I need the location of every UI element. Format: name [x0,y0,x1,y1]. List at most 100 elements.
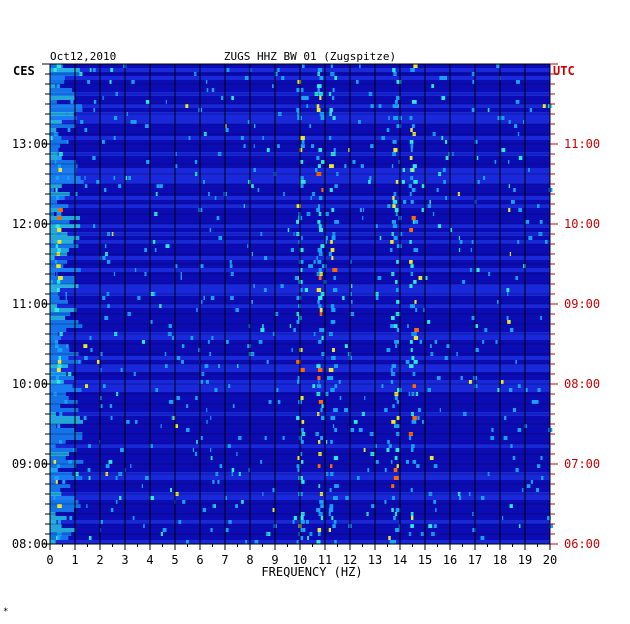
noise-speckle [418,276,423,280]
noise-speckle [390,240,394,244]
noise-speckle [458,496,462,500]
noise-speckle [238,436,242,440]
spectral-peak [331,308,336,312]
spectral-peak [57,228,62,232]
noise-speckle [101,140,105,144]
spectral-peak [396,416,400,420]
noise-speckle [348,148,350,152]
noise-speckle [484,328,488,332]
left-timezone-label: CES [13,64,35,78]
spectral-peak [300,180,306,184]
low-frequency-energy [50,220,70,224]
noise-speckle [266,360,269,364]
low-frequency-energy [50,216,81,220]
low-frequency-energy [50,268,81,272]
noise-speckle [403,200,407,204]
low-frequency-energy [50,116,77,120]
spectral-peak [296,416,301,420]
noise-speckle [350,260,352,264]
low-frequency-energy [50,336,62,340]
noise-speckle [515,80,520,84]
noise-speckle [217,480,220,484]
spectral-peak [329,488,332,492]
right-time-axis: 11:00 10:00 09:00 08:00 07:00 06:00 [550,63,600,551]
spectral-peak [55,224,60,228]
noise-speckle [225,528,229,532]
noise-speckle [50,280,53,284]
noise-speckle [419,340,423,344]
low-frequency-energy [50,320,79,324]
noise-speckle [196,440,198,444]
noise-speckle [100,520,103,524]
noise-speckle [494,160,497,164]
noise-speckle [497,300,499,304]
noise-speckle [496,64,500,68]
spectral-peak [396,400,399,404]
noise-speckle [423,308,426,312]
noise-speckle [317,156,320,160]
noise-speckle [174,424,179,428]
noise-speckle [102,384,106,388]
low-frequency-energy [50,256,55,260]
noise-speckle [364,396,366,400]
spectral-peak [53,460,57,464]
noise-speckle [102,256,106,260]
noise-speckle [514,124,518,128]
noise-speckle [368,180,371,184]
noise-speckle [96,360,101,364]
spectral-peak [409,116,413,120]
spectral-peak [299,148,303,152]
spectral-peak [300,136,305,140]
noise-speckle [334,428,338,432]
noise-speckle [363,208,365,212]
spectral-peak [330,64,333,68]
noise-speckle [214,504,216,508]
noise-speckle [290,248,294,252]
spectral-peak [395,288,399,292]
noise-speckle [443,180,446,184]
spectral-peak [333,456,339,460]
spectral-peak [330,240,333,244]
spectral-peak [53,68,57,72]
spectral-peak [411,216,416,220]
spectral-peak [413,280,417,284]
spectral-peak [414,300,417,304]
spectral-peak [412,220,416,224]
low-frequency-energy [50,128,57,132]
spectral-peak [329,188,333,192]
noise-speckle [272,488,275,492]
noise-speckle [421,184,425,188]
noise-speckle [394,100,398,104]
noise-speckle [289,324,292,328]
noise-speckle [302,520,305,524]
spectral-peak [300,144,305,148]
noise-speckle [67,176,70,180]
spectral-peak [411,356,415,360]
low-frequency-energy [50,456,66,460]
low-frequency-energy [50,300,68,304]
low-frequency-energy [50,188,55,192]
spectral-peak [56,380,61,384]
spectral-peak [392,496,395,500]
noise-speckle [251,184,254,188]
spectral-peak [317,204,321,208]
noise-speckle [182,500,186,504]
spectral-peak [391,316,395,320]
noise-speckle [437,224,442,228]
noise-speckle [204,364,209,368]
noise-speckle [501,148,506,152]
noise-speckle [421,420,424,424]
noise-speckle [172,336,174,340]
noise-speckle [515,276,518,280]
spectral-peak [396,300,400,304]
low-frequency-energy [50,524,62,528]
spectral-peak [56,536,59,540]
noise-speckle [59,440,62,444]
spectral-peak [412,460,417,464]
noise-speckle [537,464,541,468]
spectral-peak [297,376,301,380]
spectral-peak [396,464,399,468]
spectral-peak [318,340,322,344]
noise-speckle [206,88,209,92]
left-time-label: 08:00 [12,537,48,551]
